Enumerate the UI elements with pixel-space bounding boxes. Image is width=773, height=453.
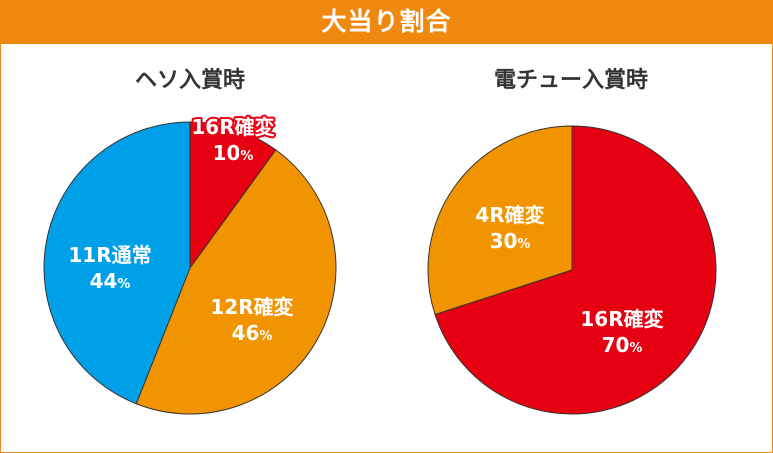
pie2-slice-0-label: 16R確変 xyxy=(580,307,663,331)
pie2-slice-1-label: 4R確変 xyxy=(475,203,544,227)
pie1-slice-0-label: 16R確変 xyxy=(191,115,274,139)
header-title: 大当り割合 xyxy=(0,0,773,44)
pie1-slice-2-label: 11R通常 xyxy=(68,243,151,267)
pie1-title: ヘソ入賞時 xyxy=(134,68,245,93)
pie2-slice-1 xyxy=(427,125,573,316)
pie1-slice-1 xyxy=(135,149,337,415)
pie2-slice-0 xyxy=(434,125,717,415)
pie1-slice-1-label: 12R確変 xyxy=(210,295,293,319)
pie2-title: 電チュー入賞時 xyxy=(493,68,648,93)
pie1-slice-2 xyxy=(43,121,191,405)
pie1-slice-0 xyxy=(189,121,277,270)
